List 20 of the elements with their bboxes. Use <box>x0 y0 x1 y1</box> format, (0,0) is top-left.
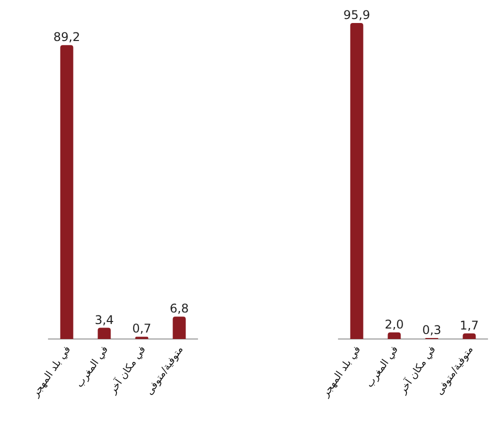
data-label: 0,7 <box>132 322 152 336</box>
data-label: 0,3 <box>422 323 442 338</box>
x-tick-label: متوفية/متوفى <box>144 344 186 398</box>
x-tick-label: متوفية/متوفى <box>434 344 476 398</box>
data-label: 95,9 <box>343 8 370 22</box>
x-tick-label: في بلد المهجر <box>320 344 364 400</box>
data-label: 6,8 <box>170 302 189 316</box>
x-tick-label: في المغرب <box>364 344 401 390</box>
data-label: 89,2 <box>53 30 80 44</box>
bar <box>172 316 186 339</box>
bar <box>60 45 74 339</box>
bar <box>388 332 401 339</box>
x-tick-label: في بلد المهجر <box>30 344 74 400</box>
data-label: 3,4 <box>94 312 114 327</box>
data-label: 2,0 <box>384 317 404 332</box>
data-label: 1,7 <box>460 318 479 332</box>
bar <box>462 333 476 339</box>
x-tick-label: في المغرب <box>74 344 111 390</box>
bar <box>98 328 111 339</box>
bar <box>350 23 364 339</box>
